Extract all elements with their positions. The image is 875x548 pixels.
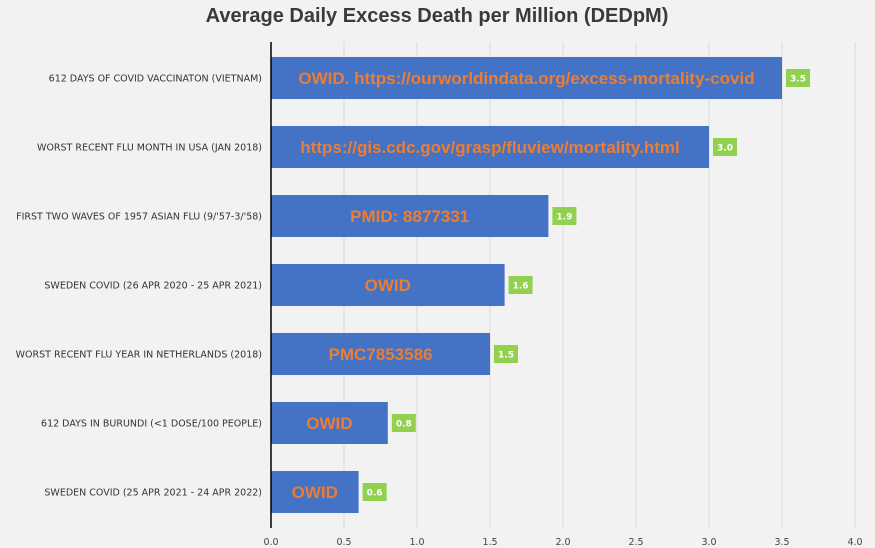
data-label-box <box>362 483 387 501</box>
x-tick-label: 1.0 <box>409 537 424 548</box>
data-label: 3.0 <box>717 144 733 154</box>
bars: OWID. https://ourworldindata.org/excess-… <box>271 57 810 513</box>
category-label: SWEDEN COVID (26 APR 2020 - 25 APR 2021) <box>44 281 262 292</box>
category-label: FIRST TWO WAVES OF 1957 ASIAN FLU (9/'57… <box>16 212 262 223</box>
category-label: WORST RECENT FLU YEAR IN NETHERLANDS (20… <box>16 350 262 361</box>
x-tick-label: 1.5 <box>482 537 497 548</box>
bar <box>271 57 782 99</box>
chart-title: Average Daily Excess Death per Million (… <box>206 5 669 27</box>
x-tick-label: 3.5 <box>774 537 789 548</box>
bar-annotation: OWID <box>292 483 338 502</box>
data-label-box <box>786 69 810 87</box>
data-label: 0.8 <box>396 420 412 430</box>
x-tick-label: 2.0 <box>555 537 570 548</box>
category-label: 612 DAYS IN BURUNDI (<1 DOSE/100 PEOPLE) <box>41 419 262 430</box>
data-label: 1.5 <box>498 351 514 361</box>
bar-annotation: PMC7853586 <box>329 345 433 364</box>
data-label-box <box>552 207 577 225</box>
data-label: 0.6 <box>367 489 383 499</box>
bar <box>271 195 549 237</box>
category-label: WORST RECENT FLU MONTH IN USA (JAN 2018) <box>37 143 262 154</box>
x-tick-label: 0.5 <box>336 537 351 548</box>
data-label: 1.9 <box>556 213 572 223</box>
bar <box>271 126 709 168</box>
category-label: 612 DAYS OF COVID VACCINATON (VIETNAM) <box>49 74 262 85</box>
bar-annotation: OWID <box>365 276 411 295</box>
data-label-box <box>713 138 737 156</box>
data-label-box <box>391 414 416 432</box>
x-tick-label: 0.0 <box>263 537 278 548</box>
bar <box>271 333 490 375</box>
data-label-box <box>508 276 533 294</box>
bar-annotation: OWID <box>306 414 352 433</box>
bar-annotation: PMID: 8877331 <box>350 207 469 226</box>
x-tick-label: 3.0 <box>701 537 716 548</box>
category-labels: 612 DAYS OF COVID VACCINATON (VIETNAM) WO… <box>16 74 262 499</box>
tick-labels: 0.0 0.5 1.0 1.5 2.0 2.5 3.0 3.5 4.0 <box>263 537 862 548</box>
bar-annotation: https://gis.cdc.gov/grasp/fluview/mortal… <box>300 138 679 157</box>
x-tick-label: 2.5 <box>628 537 643 548</box>
data-label: 3.5 <box>790 75 806 85</box>
data-label: 1.6 <box>513 282 529 292</box>
bar <box>271 471 359 513</box>
x-tick-label: 4.0 <box>847 537 862 548</box>
bar-annotation: OWID. https://ourworldindata.org/excess-… <box>298 69 754 88</box>
data-label-box <box>494 345 518 363</box>
bar <box>271 264 505 306</box>
bar <box>271 402 388 444</box>
category-label: SWEDEN COVID (25 APR 2021 - 24 APR 2022) <box>44 488 262 499</box>
